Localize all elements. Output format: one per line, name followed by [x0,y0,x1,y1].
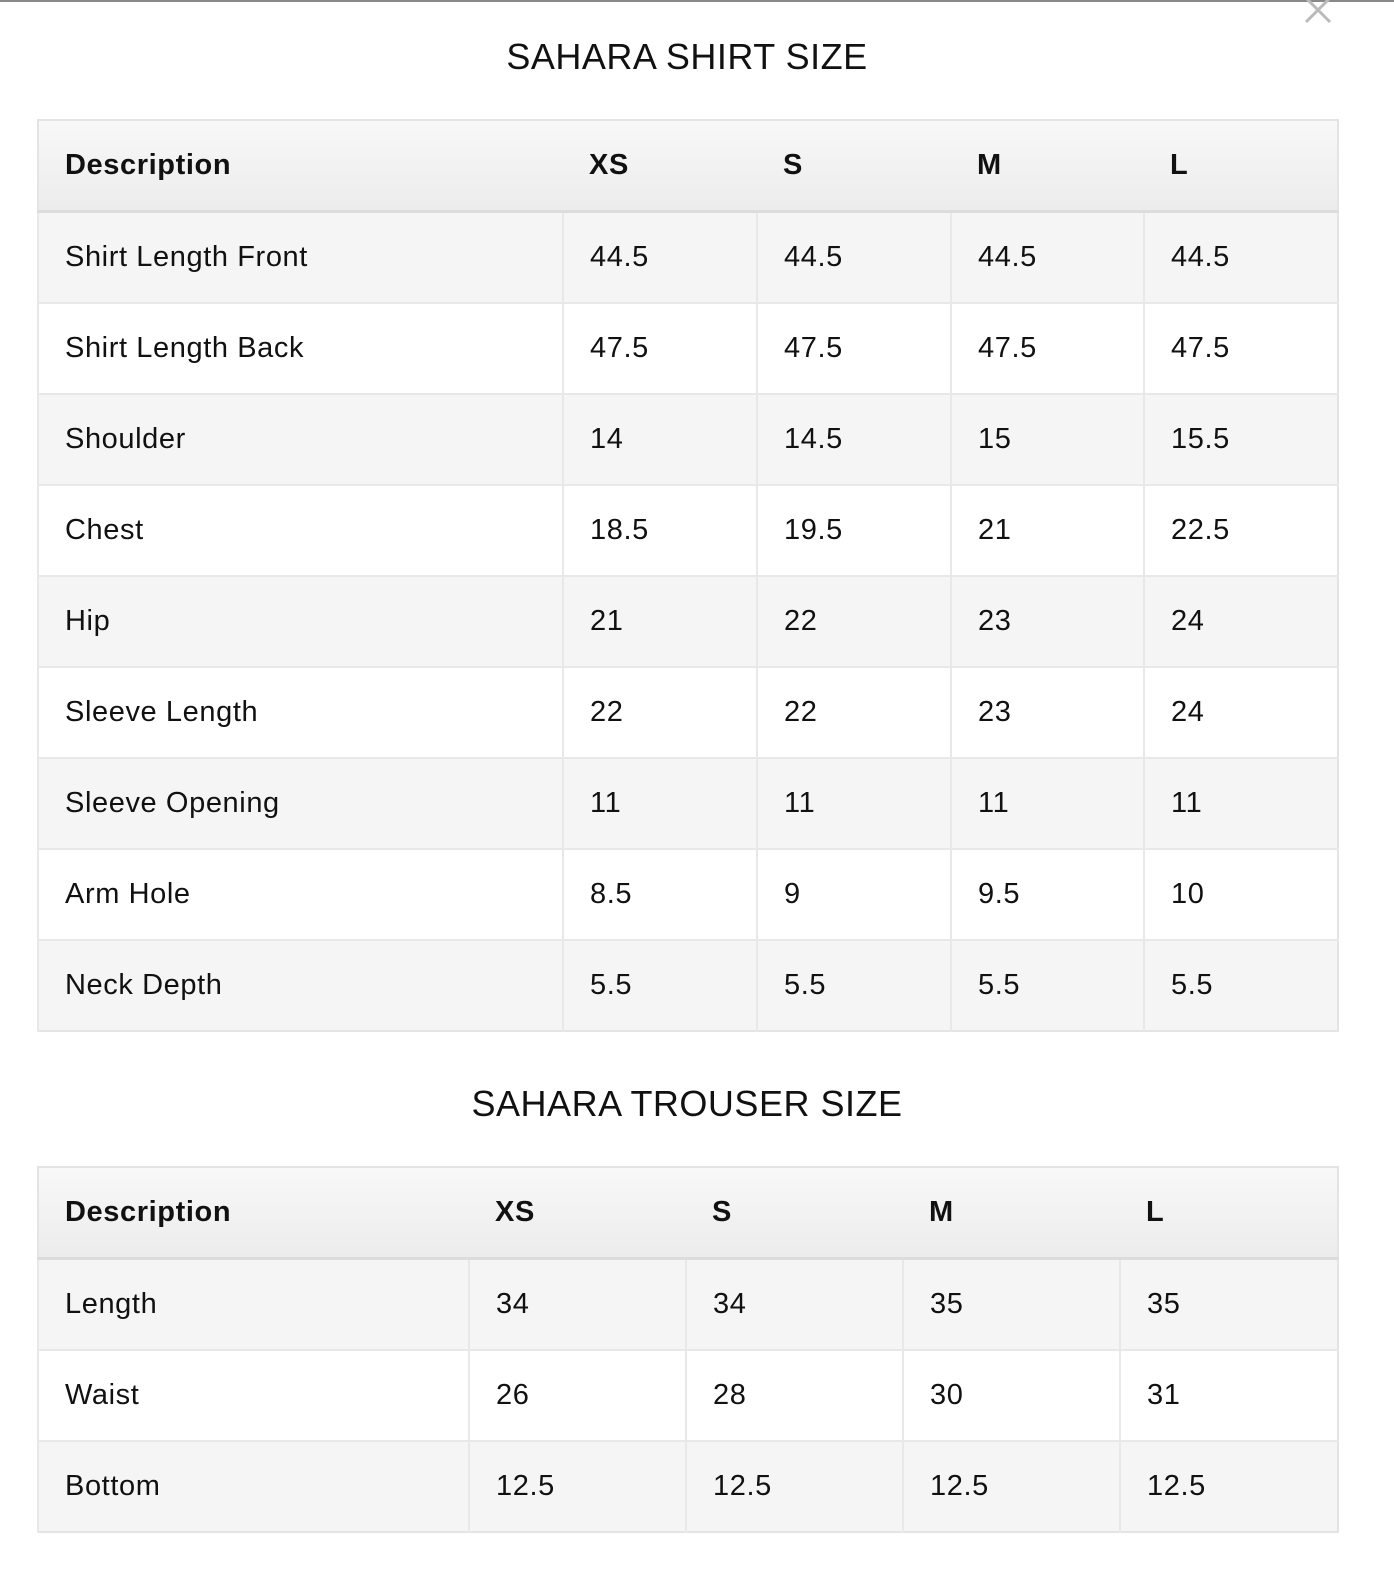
close-icon [1304,0,1332,24]
size-value: 18.5 [562,484,757,576]
size-value: 9.5 [950,848,1144,940]
row-label: Sleeve Opening [37,757,563,849]
size-value: 11 [950,757,1144,849]
column-header: Description [38,120,563,213]
table-row: Length 34 34 35 35 [37,1257,1338,1350]
trouser-size-table: Description XS S M L Length 34 34 35 35 Waist 26 28 3… [37,1166,1339,1533]
size-value: 12.5 [685,1440,903,1532]
size-value: 35 [1119,1257,1338,1350]
table-row: Neck Depth 5.5 5.5 5.5 5.5 [37,939,1338,1031]
row-label: Sleeve Length [37,666,563,758]
size-value: 22 [756,666,951,758]
header-row: Description XS S M L [38,1167,1338,1260]
size-value: 28 [685,1349,903,1441]
size-value: 34 [685,1257,903,1350]
size-value: 34 [468,1257,686,1350]
column-header: Description [38,1167,469,1260]
size-value: 15 [950,393,1144,485]
size-value: 11 [562,757,757,849]
size-value: 23 [950,666,1144,758]
close-button[interactable] [1302,0,1334,26]
table-row: Shirt Length Front 44.5 44.5 44.5 44.5 [37,210,1338,303]
size-value: 15.5 [1143,393,1338,485]
table-row: Arm Hole 8.5 9 9.5 10 [37,848,1338,940]
size-value: 14 [562,393,757,485]
trouser-size-title: SAHARA TROUSER SIZE [471,1083,903,1124]
size-value: 11 [756,757,951,849]
table-row: Hip 21 22 23 24 [37,575,1338,667]
size-value: 26 [468,1349,686,1441]
size-value: 5.5 [950,939,1144,1031]
row-label: Chest [37,484,563,576]
table-row: Shoulder 14 14.5 15 15.5 [37,393,1338,485]
size-value: 8.5 [562,848,757,940]
size-value: 44.5 [950,210,1144,303]
table-row: Waist 26 28 30 31 [37,1349,1338,1441]
table-row: Sleeve Length 22 22 23 24 [37,666,1338,758]
row-label: Arm Hole [37,848,563,940]
size-value: 44.5 [756,210,951,303]
size-value: 21 [562,575,757,667]
table-row: Sleeve Opening 11 11 11 11 [37,757,1338,849]
column-header: S [757,120,951,213]
column-header: M [951,120,1144,213]
row-label: Waist [37,1349,469,1441]
size-value: 12.5 [902,1440,1120,1532]
size-value: 12.5 [1119,1440,1338,1532]
table-row: Bottom 12.5 12.5 12.5 12.5 [37,1440,1338,1532]
size-value: 22 [756,575,951,667]
size-value: 21 [950,484,1144,576]
size-value: 11 [1143,757,1338,849]
table-row: Shirt Length Back 47.5 47.5 47.5 47.5 [37,302,1338,394]
row-label: Neck Depth [37,939,563,1031]
size-value: 44.5 [1143,210,1338,303]
size-value: 47.5 [950,302,1144,394]
size-value: 47.5 [756,302,951,394]
row-label: Length [37,1257,469,1350]
column-header: XS [563,120,757,213]
row-label: Bottom [37,1440,469,1532]
size-value: 24 [1143,575,1338,667]
top-border [0,0,1394,2]
size-value: 10 [1143,848,1338,940]
column-header: L [1144,120,1338,213]
size-value: 47.5 [1143,302,1338,394]
column-header: S [686,1167,903,1260]
table-row: Chest 18.5 19.5 21 22.5 [37,484,1338,576]
size-value: 5.5 [756,939,951,1031]
header-row: Description XS S M L [38,120,1338,213]
column-header: M [903,1167,1120,1260]
size-value: 47.5 [562,302,757,394]
size-value: 31 [1119,1349,1338,1441]
size-value: 30 [902,1349,1120,1441]
size-value: 23 [950,575,1144,667]
size-value: 5.5 [562,939,757,1031]
size-value: 22 [562,666,757,758]
size-value: 22.5 [1143,484,1338,576]
size-value: 24 [1143,666,1338,758]
size-value: 44.5 [562,210,757,303]
size-value: 14.5 [756,393,951,485]
size-value: 12.5 [468,1440,686,1532]
column-header: XS [469,1167,686,1260]
row-label: Shirt Length Front [37,210,563,303]
size-value: 9 [756,848,951,940]
row-label: Shirt Length Back [37,302,563,394]
row-label: Shoulder [37,393,563,485]
size-value: 35 [902,1257,1120,1350]
row-label: Hip [37,575,563,667]
size-value: 19.5 [756,484,951,576]
column-header: L [1120,1167,1338,1260]
shirt-size-title: SAHARA SHIRT SIZE [506,36,868,77]
shirt-size-table: Description XS S M L Shirt Length Front 44.5 44… [37,119,1339,1032]
size-value: 5.5 [1143,939,1338,1031]
